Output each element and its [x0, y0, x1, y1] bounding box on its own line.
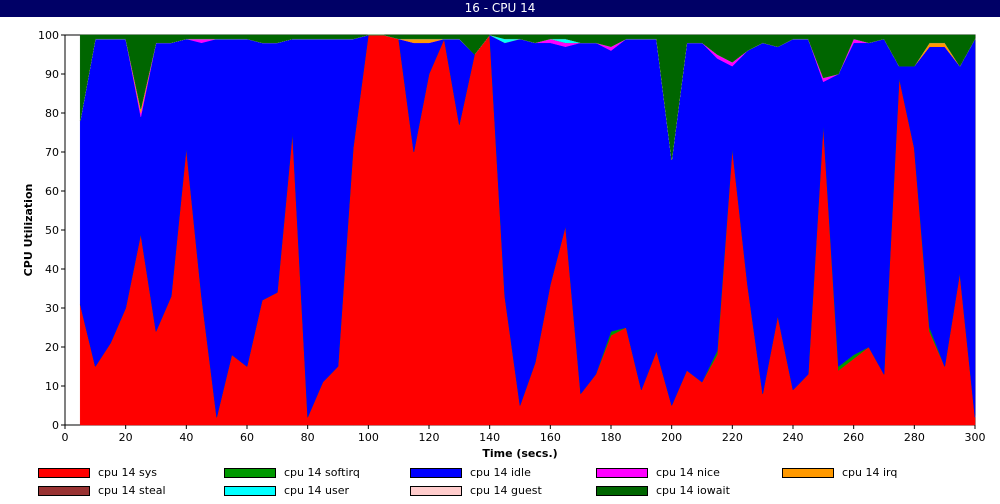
legend-label: cpu 14 nice [656, 466, 720, 479]
y-tick-label: 10 [45, 380, 59, 393]
x-axis: 0 20 40 60 80 100 120 140 160 180 200 220 240 260 280 3… [62, 425, 986, 444]
x-axis-label: Time (secs.) [482, 447, 557, 460]
legend-label: cpu 14 guest [470, 484, 542, 497]
legend-label: cpu 14 idle [470, 466, 531, 479]
x-tick-label: 220 [722, 431, 743, 444]
y-tick-label: 40 [45, 263, 59, 276]
legend-swatch [38, 468, 90, 478]
x-tick-label: 240 [783, 431, 804, 444]
legend-label: cpu 14 softirq [284, 466, 360, 479]
x-tick-label: 80 [301, 431, 315, 444]
y-tick-label: 80 [45, 107, 59, 120]
y-axis: 0 10 20 30 40 50 60 70 80 90 100 [38, 29, 65, 432]
legend-label: cpu 14 steal [98, 484, 166, 497]
x-tick-label: 300 [965, 431, 986, 444]
y-tick-label: 20 [45, 341, 59, 354]
y-tick-label: 0 [52, 419, 59, 432]
x-tick-label: 180 [601, 431, 622, 444]
x-tick-label: 280 [904, 431, 925, 444]
y-tick-label: 50 [45, 224, 59, 237]
legend-swatch [596, 486, 648, 496]
legend-swatch [596, 468, 648, 478]
legend-label: cpu 14 irq [842, 466, 898, 479]
legend-label: cpu 14 sys [98, 466, 157, 479]
x-tick-label: 160 [540, 431, 561, 444]
x-tick-label: 100 [358, 431, 379, 444]
legend-swatch [38, 486, 90, 496]
legend-swatch [410, 486, 462, 496]
x-tick-label: 120 [419, 431, 440, 444]
x-tick-label: 260 [843, 431, 864, 444]
x-tick-label: 40 [179, 431, 193, 444]
y-tick-label: 100 [38, 29, 59, 42]
legend-swatch [224, 486, 276, 496]
legend-label: cpu 14 user [284, 484, 349, 497]
chart-legend: cpu 14 sys cpu 14 softirq cpu 14 idle cpu 1… [0, 463, 1000, 504]
legend-label: cpu 14 iowait [656, 484, 730, 497]
y-axis-label: CPU Utilization [22, 184, 35, 277]
y-tick-label: 70 [45, 146, 59, 159]
area-series-group [79, 34, 976, 426]
x-tick-label: 0 [62, 431, 69, 444]
area-series-cpu-14-idle [79, 34, 976, 418]
chart-title: 16 - CPU 14 [0, 0, 1000, 17]
area-series-cpu-14-iowait [79, 34, 976, 160]
legend-swatch [410, 468, 462, 478]
x-tick-label: 20 [119, 431, 133, 444]
x-tick-label: 60 [240, 431, 254, 444]
x-tick-label: 200 [661, 431, 682, 444]
y-tick-label: 60 [45, 185, 59, 198]
legend-swatch [782, 468, 834, 478]
y-tick-label: 30 [45, 302, 59, 315]
chart-area: 0 20 40 60 80 100 120 140 160 180 200 220 240 260 280 3… [22, 29, 986, 460]
legend-swatch [224, 468, 276, 478]
x-tick-label: 140 [479, 431, 500, 444]
y-tick-label: 90 [45, 68, 59, 81]
